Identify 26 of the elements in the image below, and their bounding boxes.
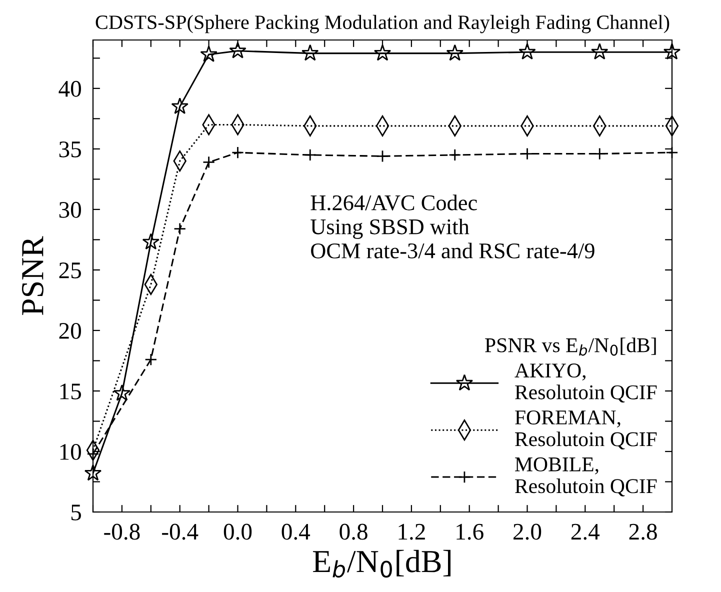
x-tick-label: 1.6 (456, 524, 484, 540)
x-tick-label: 2.0 (514, 524, 542, 540)
y-axis-title: PSNR (22, 236, 44, 316)
x-tick-label: 0.0 (224, 524, 252, 540)
x-tick-label: -0.8 (104, 524, 140, 540)
y-tick-label: 25 (59, 262, 81, 278)
y-tick-label: 30 (59, 202, 81, 218)
y-tick-label: 10 (60, 444, 81, 460)
chart-title: CDSTS-SP(Sphere Packing Modulation and Rayleigh Fading Channel) (96, 14, 670, 34)
y-tick-label: 5 (71, 504, 81, 520)
legend-label: FOREMAN, Resolutoin QCIF (515, 410, 657, 450)
legend-label: MOBILE, Resolutoin QCIF (515, 457, 657, 496)
x-tick-label: 2.4 (571, 524, 600, 540)
annotation: H.264/AVC Codec Using SBSD with OCM rate-3/4 and RSC rate-4/9 (310, 194, 594, 258)
x-tick-label: 0.8 (340, 524, 368, 540)
y-tick-label: 40 (58, 80, 81, 97)
x-tick-label: 0.4 (282, 524, 310, 540)
y-tick-label: 15 (60, 384, 81, 400)
x-tick-label: -0.4 (162, 524, 198, 540)
y-tick-label: 35 (59, 141, 81, 158)
legend-title: PSNR vs E$_{b}$/N$_{0}$[dB] (485, 338, 656, 356)
x-tick-label: 1.2 (398, 524, 425, 540)
legend-label: AKIYO, Resolutoin QCIF (514, 364, 657, 403)
y-tick-label: 20 (59, 322, 81, 339)
x-axis-title: E$_{b}$/N$_{0}$[dB] (312, 550, 450, 578)
x-tick-label: 2.8 (629, 524, 657, 540)
